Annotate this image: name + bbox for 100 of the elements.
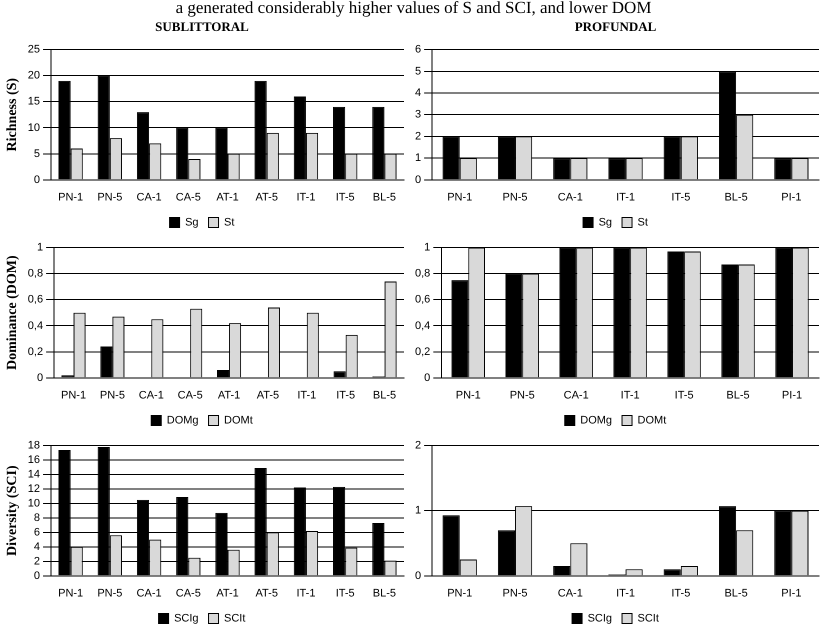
y-axis-title: Dominance (DOM) xyxy=(5,255,20,370)
x-tick-label: PN-1 xyxy=(58,587,84,600)
y-tick-label: 12 xyxy=(28,483,40,496)
y-tick-label: 0 xyxy=(34,174,40,186)
y-tick-label: 2 xyxy=(414,440,422,452)
x-tick-label: IT-5 xyxy=(671,191,690,204)
x-tick-label: CA-1 xyxy=(558,191,583,204)
legend-label: Sg xyxy=(185,216,199,229)
y-tick-label: 10 xyxy=(28,498,40,510)
chart-title: PROFUNDAL xyxy=(574,19,657,34)
x-tick-label: BL-5 xyxy=(724,191,748,204)
x-tick-label: PN-1 xyxy=(61,389,86,402)
x-tick-label: AT-1 xyxy=(218,389,240,402)
x-tick-label: AT-1 xyxy=(216,191,239,204)
y-tick-label: 8 xyxy=(34,512,40,524)
y-tick-label: 6 xyxy=(34,526,40,538)
y-tick-label: 20 xyxy=(28,70,40,82)
x-tick-label: PI-1 xyxy=(782,389,802,402)
x-tick-label: PN-5 xyxy=(502,587,528,600)
legend-label: SCIg xyxy=(174,612,199,625)
x-tick-label: IT-1 xyxy=(620,389,640,402)
y-tick-label: 4 xyxy=(34,540,40,553)
x-tick-label: BL-5 xyxy=(372,587,396,600)
y-tick-label: 10 xyxy=(28,122,40,134)
y-tick-label: 0,4 xyxy=(414,320,430,332)
x-tick-label: PI-1 xyxy=(781,191,802,204)
legend-label: SCIt xyxy=(638,612,659,625)
y-tick-label: 3 xyxy=(414,108,422,121)
legend-label: SCIg xyxy=(588,612,612,625)
y-tick-label: 0,2 xyxy=(28,346,44,358)
y-tick-label: 0,8 xyxy=(414,268,430,280)
y-tick-label: 1 xyxy=(414,152,422,164)
legend-label: Sg xyxy=(598,216,612,229)
y-tick-label: 2 xyxy=(34,555,40,568)
y-axis-title: Richness (S) xyxy=(5,78,20,152)
y-tick-label: 0 xyxy=(36,372,44,384)
y-tick-label: 0 xyxy=(414,174,422,186)
legend-label: DOMg xyxy=(166,414,199,427)
y-tick-label: 16 xyxy=(28,454,40,466)
x-tick-label: AT-5 xyxy=(256,191,278,204)
x-tick-label: CA-1 xyxy=(136,191,162,204)
x-tick-label: IT-1 xyxy=(296,587,316,600)
x-tick-label: CA-1 xyxy=(558,587,583,600)
legend-label: St xyxy=(224,216,234,229)
x-tick-label: CA-5 xyxy=(176,191,201,204)
x-tick-label: IT-5 xyxy=(336,389,356,402)
x-tick-label: BL-5 xyxy=(724,587,748,600)
y-tick-label: 14 xyxy=(28,468,40,481)
x-tick-label: PI-1 xyxy=(781,587,802,600)
y-tick-label: 4 xyxy=(414,87,422,100)
x-tick-label: BL-5 xyxy=(372,389,396,402)
x-tick-label: PN-1 xyxy=(58,191,84,204)
y-tick-label: 0,6 xyxy=(414,294,430,306)
y-tick-label: 15 xyxy=(28,96,40,108)
y-tick-label: 1 xyxy=(414,504,422,517)
y-tick-label: 18 xyxy=(28,440,40,452)
x-tick-label: IT-5 xyxy=(336,191,355,204)
x-tick-label: BL-5 xyxy=(372,191,396,204)
x-tick-label: CA-5 xyxy=(178,389,203,402)
y-tick-label: 5 xyxy=(414,65,422,78)
text: a generated considerably higher values of S and SCI, and lower DOM xyxy=(176,0,652,17)
chart-title: SUBLITTORAL xyxy=(155,19,250,34)
x-tick-label: PN-5 xyxy=(502,191,528,204)
y-tick-label: 0,8 xyxy=(28,268,44,280)
y-tick-label: 0,6 xyxy=(28,294,44,306)
y-tick-label: 5 xyxy=(34,148,40,160)
y-tick-label: 0,2 xyxy=(414,346,430,358)
x-tick-label: BL-5 xyxy=(726,389,750,402)
x-tick-label: CA-1 xyxy=(564,389,589,402)
legend-label: DOMt xyxy=(224,414,253,427)
x-tick-label: AT-5 xyxy=(256,587,278,600)
x-tick-label: PN-5 xyxy=(510,389,535,402)
x-tick-label: PN-5 xyxy=(100,389,125,402)
y-tick-label: 0,4 xyxy=(28,320,44,332)
x-tick-label: IT-5 xyxy=(671,587,690,600)
y-tick-label: 1 xyxy=(424,242,430,254)
x-tick-label: IT-5 xyxy=(674,389,694,402)
x-tick-label: CA-1 xyxy=(138,389,164,402)
x-tick-label: AT-1 xyxy=(216,587,239,600)
legend-label: St xyxy=(638,216,648,229)
y-tick-label: 2 xyxy=(414,130,422,142)
y-tick-label: 1 xyxy=(36,242,44,254)
y-tick-label: 0 xyxy=(424,372,430,384)
x-tick-label: IT-1 xyxy=(296,191,316,204)
x-tick-label: IT-5 xyxy=(336,587,355,600)
x-tick-label: PN-1 xyxy=(447,191,472,204)
x-tick-label: PN-5 xyxy=(97,587,122,600)
y-tick-label: 25 xyxy=(28,44,40,56)
x-tick-label: IT-1 xyxy=(616,587,636,600)
y-tick-label: 6 xyxy=(414,44,422,56)
legend-label: DOMg xyxy=(580,414,612,427)
x-tick-label: CA-1 xyxy=(136,587,162,600)
x-tick-label: CA-5 xyxy=(176,587,201,600)
legend-label: SCIt xyxy=(224,612,246,625)
x-tick-label: IT-1 xyxy=(616,191,636,204)
x-tick-label: PN-5 xyxy=(97,191,122,204)
x-tick-label: AT-5 xyxy=(256,389,280,402)
y-tick-label: 0 xyxy=(34,570,40,582)
y-tick-label: 0 xyxy=(414,570,422,582)
x-tick-label: IT-1 xyxy=(297,389,316,402)
